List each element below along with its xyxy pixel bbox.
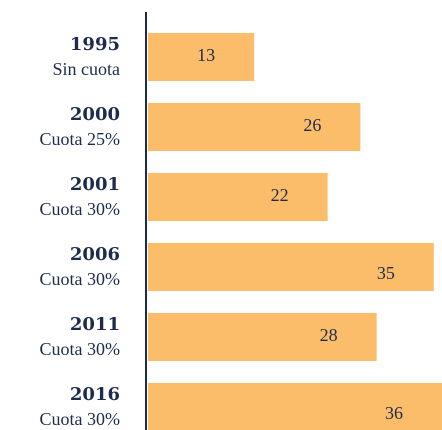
bar <box>148 313 377 361</box>
value-label: 13 <box>197 45 215 65</box>
category-year: 2001 <box>70 174 120 195</box>
value-label: 35 <box>377 263 395 283</box>
value-label: 28 <box>320 325 338 345</box>
category-label: Cuota 30% <box>40 409 121 429</box>
category-label: Cuota 25% <box>40 129 121 149</box>
category-label: Sin cuota <box>53 59 121 79</box>
value-label: 36 <box>385 403 403 423</box>
bar <box>148 33 255 81</box>
category-year: 2016 <box>70 384 120 405</box>
bar <box>148 173 328 221</box>
bar <box>148 383 442 430</box>
category-label: Cuota 30% <box>40 339 121 359</box>
category-year: 2006 <box>70 244 120 265</box>
value-label: 26 <box>303 115 321 135</box>
category-label: Cuota 30% <box>40 199 121 219</box>
bar <box>148 243 434 291</box>
category-year: 2011 <box>70 314 120 335</box>
category-year: 1995 <box>70 34 120 55</box>
bar <box>148 103 361 151</box>
category-year: 2000 <box>70 104 120 125</box>
value-label: 22 <box>271 185 289 205</box>
category-label: Cuota 30% <box>40 269 121 289</box>
